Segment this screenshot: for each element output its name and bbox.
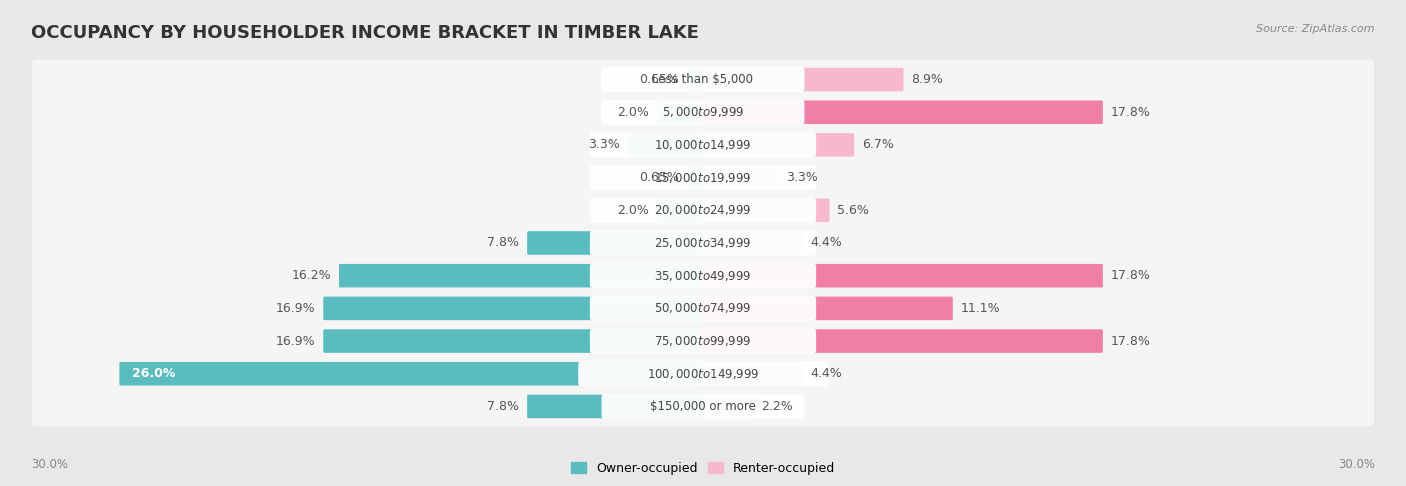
FancyBboxPatch shape [32,60,1374,100]
FancyBboxPatch shape [657,199,704,222]
Text: 3.3%: 3.3% [786,171,818,184]
FancyBboxPatch shape [702,362,803,385]
Text: $150,000 or more: $150,000 or more [650,400,756,413]
FancyBboxPatch shape [32,92,1374,132]
FancyBboxPatch shape [32,125,1374,165]
FancyBboxPatch shape [32,354,1374,394]
FancyBboxPatch shape [591,132,815,157]
Text: $15,000 to $19,999: $15,000 to $19,999 [654,171,752,185]
Text: 2.2%: 2.2% [761,400,793,413]
Text: 0.65%: 0.65% [640,73,679,86]
FancyBboxPatch shape [602,394,804,419]
FancyBboxPatch shape [688,166,704,190]
FancyBboxPatch shape [657,101,704,124]
Text: $20,000 to $24,999: $20,000 to $24,999 [654,203,752,217]
Text: 5.6%: 5.6% [838,204,869,217]
Text: $10,000 to $14,999: $10,000 to $14,999 [654,138,752,152]
FancyBboxPatch shape [591,165,815,190]
FancyBboxPatch shape [591,296,815,321]
Text: 16.2%: 16.2% [291,269,332,282]
Text: $75,000 to $99,999: $75,000 to $99,999 [654,334,752,348]
FancyBboxPatch shape [32,386,1374,426]
Text: 4.4%: 4.4% [810,367,842,380]
FancyBboxPatch shape [702,101,1102,124]
FancyBboxPatch shape [602,67,804,92]
FancyBboxPatch shape [32,223,1374,263]
FancyBboxPatch shape [702,133,855,156]
Text: 30.0%: 30.0% [1339,458,1375,471]
Text: 6.7%: 6.7% [862,139,894,152]
Text: 4.4%: 4.4% [810,237,842,249]
FancyBboxPatch shape [591,263,815,288]
FancyBboxPatch shape [688,68,704,91]
Text: 16.9%: 16.9% [276,334,315,347]
FancyBboxPatch shape [527,395,704,418]
FancyBboxPatch shape [602,100,804,125]
Text: 17.8%: 17.8% [1111,334,1150,347]
FancyBboxPatch shape [702,330,1102,353]
FancyBboxPatch shape [339,264,704,287]
Text: OCCUPANCY BY HOUSEHOLDER INCOME BRACKET IN TIMBER LAKE: OCCUPANCY BY HOUSEHOLDER INCOME BRACKET … [31,24,699,42]
FancyBboxPatch shape [702,166,778,190]
FancyBboxPatch shape [323,330,704,353]
Text: 11.1%: 11.1% [960,302,1000,315]
FancyBboxPatch shape [628,133,704,156]
FancyBboxPatch shape [578,361,828,386]
FancyBboxPatch shape [32,288,1374,329]
Text: 2.0%: 2.0% [617,204,650,217]
FancyBboxPatch shape [323,296,704,320]
Text: $100,000 to $149,999: $100,000 to $149,999 [647,367,759,381]
Text: 30.0%: 30.0% [31,458,67,471]
FancyBboxPatch shape [32,321,1374,361]
FancyBboxPatch shape [702,395,754,418]
Text: 3.3%: 3.3% [588,139,620,152]
Legend: Owner-occupied, Renter-occupied: Owner-occupied, Renter-occupied [571,462,835,475]
Text: 26.0%: 26.0% [132,367,176,380]
Text: $35,000 to $49,999: $35,000 to $49,999 [654,269,752,283]
Text: 17.8%: 17.8% [1111,106,1150,119]
Text: 2.0%: 2.0% [617,106,650,119]
FancyBboxPatch shape [702,199,830,222]
FancyBboxPatch shape [120,362,704,385]
FancyBboxPatch shape [702,68,904,91]
FancyBboxPatch shape [32,157,1374,198]
Text: $5,000 to $9,999: $5,000 to $9,999 [662,105,744,119]
FancyBboxPatch shape [32,256,1374,295]
Text: 16.9%: 16.9% [276,302,315,315]
Text: Less than $5,000: Less than $5,000 [652,73,754,86]
Text: $50,000 to $74,999: $50,000 to $74,999 [654,301,752,315]
Text: 7.8%: 7.8% [488,237,519,249]
FancyBboxPatch shape [591,329,815,354]
FancyBboxPatch shape [702,296,953,320]
Text: 8.9%: 8.9% [911,73,943,86]
FancyBboxPatch shape [702,231,803,255]
Text: Source: ZipAtlas.com: Source: ZipAtlas.com [1257,24,1375,35]
Text: 17.8%: 17.8% [1111,269,1150,282]
Text: $25,000 to $34,999: $25,000 to $34,999 [654,236,752,250]
FancyBboxPatch shape [702,264,1102,287]
FancyBboxPatch shape [527,231,704,255]
Text: 0.65%: 0.65% [640,171,679,184]
FancyBboxPatch shape [591,230,815,256]
Text: 7.8%: 7.8% [488,400,519,413]
FancyBboxPatch shape [32,191,1374,230]
FancyBboxPatch shape [591,198,815,223]
